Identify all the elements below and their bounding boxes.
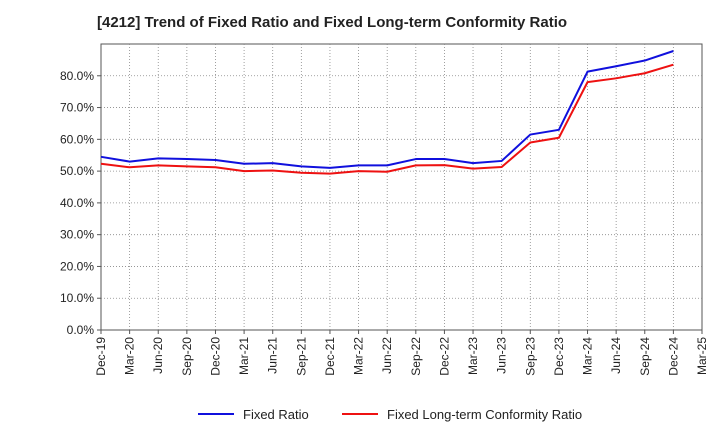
x-tick-label: Jun-20 (151, 337, 165, 374)
y-tick-label: 20.0% (60, 259, 94, 273)
x-tick-label: Sep-24 (638, 337, 652, 376)
y-tick-label: 0.0% (67, 323, 95, 337)
plot-frame (100, 43, 703, 331)
legend-item-fixed-ratio: Fixed Ratio (198, 404, 309, 424)
y-tick-label: 80.0% (60, 69, 94, 83)
grid-layer (100, 43, 703, 331)
x-tick-label: Jun-23 (495, 337, 509, 374)
x-tick-label: Mar-22 (352, 337, 366, 375)
x-tick-label: Sep-22 (409, 337, 423, 376)
y-tick-label: 30.0% (60, 228, 94, 242)
x-tick-label: Mar-25 (695, 337, 709, 375)
x-tick-label: Mar-20 (123, 337, 137, 375)
x-tick-label: Jun-22 (380, 337, 394, 374)
legend-swatch-red (342, 413, 378, 415)
legend-item-fixed-long-term-conformity-ratio: Fixed Long-term Conformity Ratio (342, 404, 582, 424)
x-tick-label: Sep-20 (180, 337, 194, 376)
x-tick-label: Sep-23 (523, 337, 537, 376)
y-axis: 0.0% 10.0% 20.0% 30.0% 40.0% 50.0% 60.0% 70.0% 8… (60, 69, 101, 337)
x-tick-label: Mar-21 (237, 337, 251, 375)
x-tick-label: Dec-19 (94, 337, 108, 376)
series-line-fixed-ratio (100, 50, 674, 169)
legend: Fixed Ratio Fixed Long-term Conformity R… (0, 404, 720, 424)
y-tick-label: 70.0% (60, 101, 94, 115)
legend-label: Fixed Ratio (243, 406, 309, 422)
x-tick-label: Jun-21 (266, 337, 280, 374)
x-tick-label: Dec-21 (323, 337, 337, 376)
chart-title: [4212] Trend of Fixed Ratio and Fixed Lo… (97, 14, 568, 31)
x-tick-label: Mar-23 (466, 337, 480, 375)
x-tick-label: Dec-20 (208, 337, 222, 376)
y-tick-label: 60.0% (60, 132, 94, 146)
y-tick-label: 10.0% (60, 291, 94, 305)
x-tick-label: Jun-24 (609, 337, 623, 374)
series-layer (100, 50, 674, 175)
y-tick-label: 40.0% (60, 196, 94, 210)
x-tick-label: Dec-24 (666, 337, 680, 376)
series-line-fixed-long-term-conformity-ratio (100, 63, 674, 175)
y-tick-label: 50.0% (60, 164, 94, 178)
legend-swatch-blue (198, 413, 234, 415)
legend-label: Fixed Long-term Conformity Ratio (387, 406, 583, 422)
x-tick-label: Dec-23 (552, 337, 566, 376)
x-tick-label: Mar-24 (581, 337, 595, 375)
x-axis: Dec-19 Mar-20 Jun-20 Sep-20 Dec-20 Mar-21 Jun-… (94, 330, 709, 376)
x-tick-label: Dec-22 (437, 337, 451, 376)
x-tick-label: Sep-21 (294, 337, 308, 376)
